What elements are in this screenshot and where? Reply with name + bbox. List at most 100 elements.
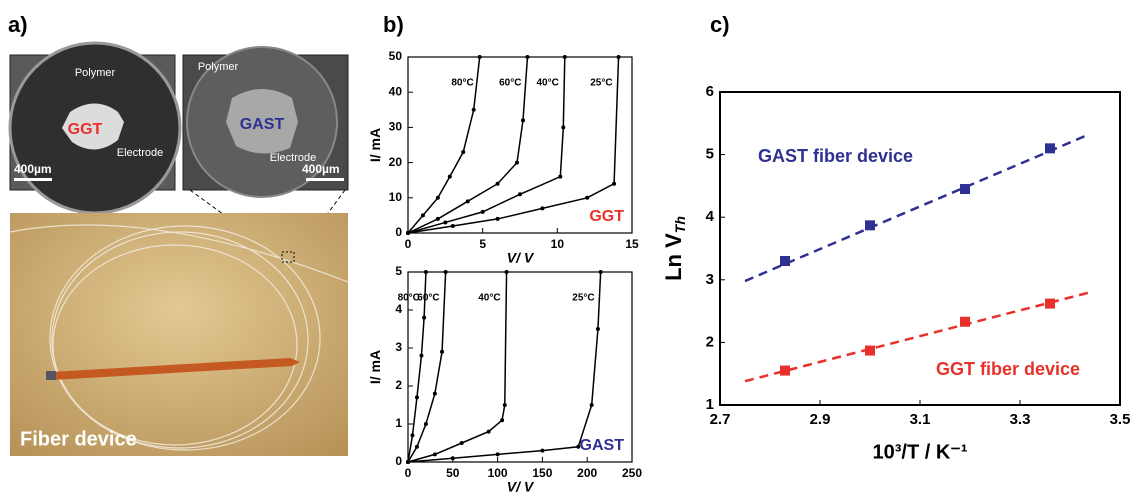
- x-tick-label: 5: [479, 237, 486, 251]
- data-point: [459, 441, 464, 445]
- fiber-coils: [9, 224, 349, 451]
- data-point: [585, 195, 590, 200]
- data-point: [525, 55, 530, 59]
- data-point: [865, 345, 875, 356]
- x-tick-label: 15: [625, 237, 639, 251]
- sem-label: Polymer: [75, 67, 116, 79]
- curve-label: 80°C: [451, 78, 473, 89]
- y-axis-label: I/ mA: [367, 350, 383, 384]
- x-tick-label: 10: [551, 237, 565, 251]
- x-tick-label: 50: [446, 466, 460, 480]
- data-point: [500, 418, 505, 423]
- y-tick-label: 0: [395, 225, 402, 239]
- photo-caption: Fiber device: [20, 428, 137, 450]
- data-point: [486, 429, 491, 434]
- data-point: [616, 55, 621, 59]
- y-tick-label: 4: [395, 302, 402, 316]
- y-tick-label: 10: [389, 190, 403, 204]
- annotation: GAST: [580, 437, 625, 454]
- data-point: [540, 206, 545, 211]
- y-tick-label: 6: [706, 83, 714, 100]
- data-point: [540, 448, 545, 453]
- y-axis-label: I/ mA: [367, 128, 383, 162]
- electrode: [62, 103, 124, 150]
- x-tick-label: 0: [405, 466, 412, 480]
- y-tick-label: 20: [389, 155, 403, 169]
- pencil: [50, 358, 300, 380]
- y-tick-label: 3: [706, 271, 714, 288]
- electrode: [226, 89, 298, 154]
- curve-label: 60°C: [499, 78, 521, 89]
- data-point: [480, 209, 485, 214]
- data-point: [612, 181, 617, 186]
- curve-label: 25°C: [590, 78, 612, 89]
- y-axis-label-text: Ln V: [661, 233, 686, 281]
- scale-label: 400µm: [302, 162, 340, 176]
- data-point: [1045, 143, 1055, 154]
- data-point: [414, 444, 419, 449]
- data-point: [960, 316, 970, 327]
- data-point: [477, 55, 482, 59]
- y-tick-label: 2: [395, 378, 402, 392]
- y-tick-label: 5: [706, 146, 714, 163]
- data-point: [420, 213, 425, 218]
- data-point: [440, 349, 445, 354]
- iv-curve: [407, 271, 427, 463]
- x-tick-label: 3.5: [1110, 411, 1131, 428]
- data-point: [780, 256, 790, 267]
- data-point: [502, 403, 507, 407]
- plot-frame: [407, 271, 633, 463]
- sem-image: Polymer GAST Electrode 400µm: [182, 46, 349, 198]
- y-tick-label: 40: [389, 84, 403, 98]
- data-point: [410, 433, 415, 438]
- data-point: [450, 223, 455, 228]
- y-tick-label: 3: [395, 340, 402, 354]
- data-point: [780, 365, 790, 376]
- data-point: [443, 220, 448, 225]
- pencil-end: [46, 371, 56, 380]
- fit-line: [744, 132, 1091, 283]
- annotation: GGT: [589, 208, 624, 225]
- x-axis-label: 10³/T / K⁻¹: [872, 441, 967, 463]
- y-axis-label-text: I/ mA: [367, 350, 383, 384]
- y-tick-label: 2: [706, 333, 714, 350]
- data-point: [465, 199, 470, 204]
- sem-label: Electrode: [270, 152, 316, 164]
- sem-label: Polymer: [198, 61, 239, 73]
- curve-label: 60°C: [417, 293, 439, 304]
- y-axis-label-text: I/ mA: [367, 128, 383, 162]
- data-point: [406, 460, 410, 464]
- data-point: [865, 220, 875, 231]
- panel-label: a): [8, 12, 28, 37]
- panel-label: c): [710, 12, 730, 37]
- x-axis-label: V/ V: [507, 250, 535, 266]
- y-tick-label: 4: [706, 208, 715, 225]
- sem-label: GAST: [240, 116, 285, 133]
- panel-label: b): [383, 12, 404, 37]
- data-point: [435, 216, 440, 221]
- data-point: [1045, 298, 1055, 309]
- data-point: [495, 181, 500, 186]
- y-axis-label: Ln VTh: [661, 216, 688, 281]
- series-label: GAST fiber device: [758, 146, 913, 166]
- series-label: GGT fiber device: [936, 359, 1080, 379]
- scale-bar: [14, 178, 52, 181]
- data-point: [406, 231, 410, 235]
- iv-curve: [407, 271, 602, 463]
- x-tick-label: 250: [622, 466, 642, 480]
- data-point: [495, 216, 500, 221]
- data-point: [576, 444, 581, 449]
- x-tick-label: 2.7: [710, 411, 731, 428]
- y-axis-label-subscript: Th: [672, 216, 688, 233]
- sem-label: Electrode: [117, 147, 163, 159]
- data-point: [432, 452, 437, 457]
- data-point: [595, 327, 600, 331]
- data-point: [423, 422, 428, 426]
- plot-frame: [407, 56, 633, 234]
- data-point: [960, 184, 970, 195]
- scale-bar: [306, 178, 344, 181]
- y-tick-label: 30: [389, 120, 403, 134]
- scale-label: 400µm: [14, 162, 52, 176]
